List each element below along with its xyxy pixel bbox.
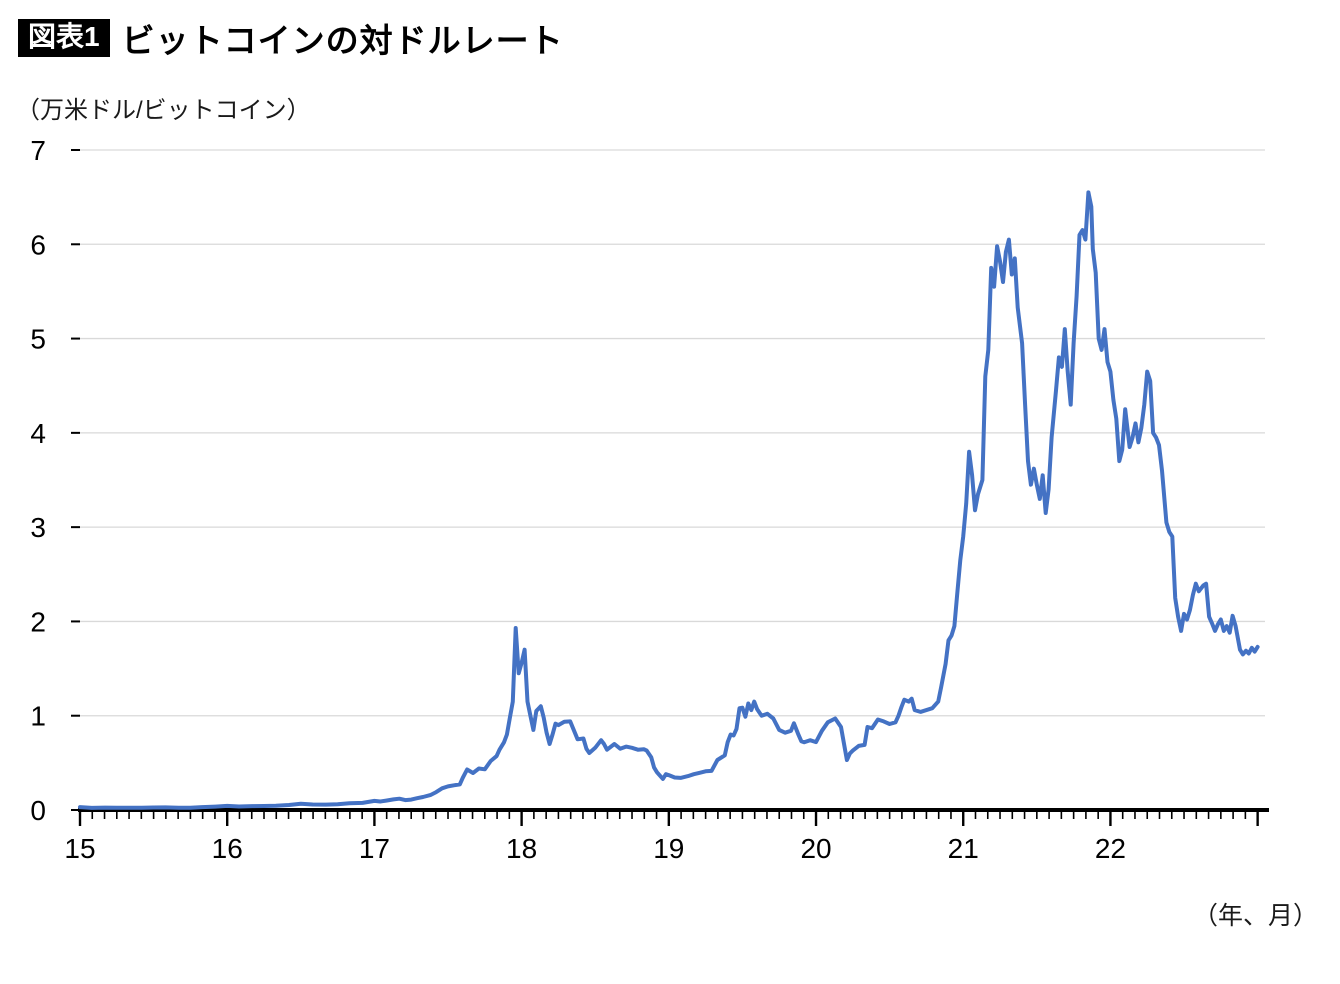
x-tick-label: 19 (653, 833, 684, 864)
y-tick-label: 5 (30, 324, 46, 355)
x-tick-label: 21 (948, 833, 979, 864)
chart-header: 図表1 ビットコインの対ドルレート (18, 14, 564, 62)
x-tick-label: 20 (800, 833, 831, 864)
chart-title: ビットコインの対ドルレート (121, 22, 564, 59)
figure-number-badge: 図表1 (18, 19, 110, 57)
y-tick-label: 1 (30, 701, 46, 732)
y-tick-label: 4 (30, 418, 46, 449)
y-axis-unit-label: （万米ドル/ビットコイン） (16, 97, 311, 124)
x-tick-label: 17 (359, 833, 390, 864)
y-tick-label: 3 (30, 512, 46, 543)
y-tick-label: 0 (30, 795, 46, 826)
y-tick-label: 2 (30, 606, 46, 637)
y-tick-label: 6 (30, 229, 46, 260)
x-tick-label: 16 (212, 833, 243, 864)
x-tick-label: 18 (506, 833, 537, 864)
x-tick-label: 15 (64, 833, 95, 864)
y-tick-label: 7 (30, 135, 46, 166)
btc-usd-price-line (78, 190, 1260, 810)
x-axis-unit-label: （年、月） (1192, 902, 1318, 930)
x-tick-label: 22 (1095, 833, 1126, 864)
